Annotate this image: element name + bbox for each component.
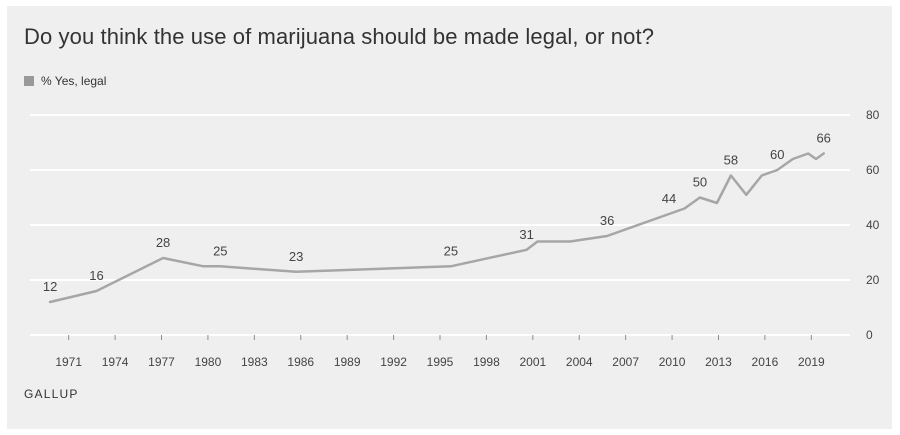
data-labels: 12 16 28 25 23 25 31 36 44 50 58 60 66: [43, 131, 831, 295]
chart-title: Do you think the use of marijuana should…: [24, 24, 655, 49]
y-tick-label: 80: [866, 108, 880, 122]
series: [48, 152, 825, 304]
data-label: 36: [600, 213, 614, 228]
legend: % Yes, legal: [24, 74, 106, 88]
x-tick-label: 2007: [612, 355, 639, 369]
y-tick-label: 60: [866, 163, 880, 177]
gridlines: [30, 114, 850, 336]
chart-card: [7, 6, 892, 429]
x-tick-label: 1986: [287, 355, 314, 369]
x-tick-label: 1980: [195, 355, 222, 369]
y-axis-ticks: 0 20 40 60 80: [866, 108, 880, 342]
data-label: 23: [289, 249, 303, 264]
data-label: 66: [816, 131, 830, 146]
x-tick-label: 2001: [519, 355, 546, 369]
x-axis-ticks: 1971 1974 1977 1980 1983 1986 1989 1992 1995 1998…: [55, 335, 825, 369]
data-label: 28: [156, 235, 170, 250]
legend-swatch: [24, 76, 34, 86]
x-tick-label: 1998: [473, 355, 500, 369]
source-label: GALLUP: [24, 387, 79, 401]
data-label: 16: [89, 268, 103, 283]
data-label: 31: [519, 227, 533, 242]
data-label: 25: [213, 243, 227, 258]
x-tick-label: 1983: [241, 355, 268, 369]
x-tick-label: 1992: [380, 355, 407, 369]
data-label: 25: [444, 243, 458, 258]
x-tick-label: 2013: [705, 355, 732, 369]
x-tick-label: 2016: [752, 355, 779, 369]
data-label: 60: [770, 147, 784, 162]
series-line: [48, 152, 825, 304]
x-tick-label: 1995: [427, 355, 454, 369]
y-tick-label: 0: [866, 328, 873, 342]
x-tick-label: 2010: [659, 355, 686, 369]
data-label: 50: [693, 175, 707, 190]
x-tick-label: 2019: [798, 355, 825, 369]
x-tick-label: 1977: [148, 355, 175, 369]
y-tick-label: 40: [866, 218, 880, 232]
x-tick-label: 2004: [566, 355, 593, 369]
x-tick-label: 1971: [55, 355, 82, 369]
x-tick-label: 1974: [102, 355, 129, 369]
legend-label: % Yes, legal: [41, 74, 107, 88]
data-label: 58: [724, 153, 738, 168]
x-tick-label: 1989: [334, 355, 361, 369]
data-label: 12: [43, 279, 57, 294]
data-label: 44: [662, 191, 676, 206]
y-tick-label: 20: [866, 273, 880, 287]
